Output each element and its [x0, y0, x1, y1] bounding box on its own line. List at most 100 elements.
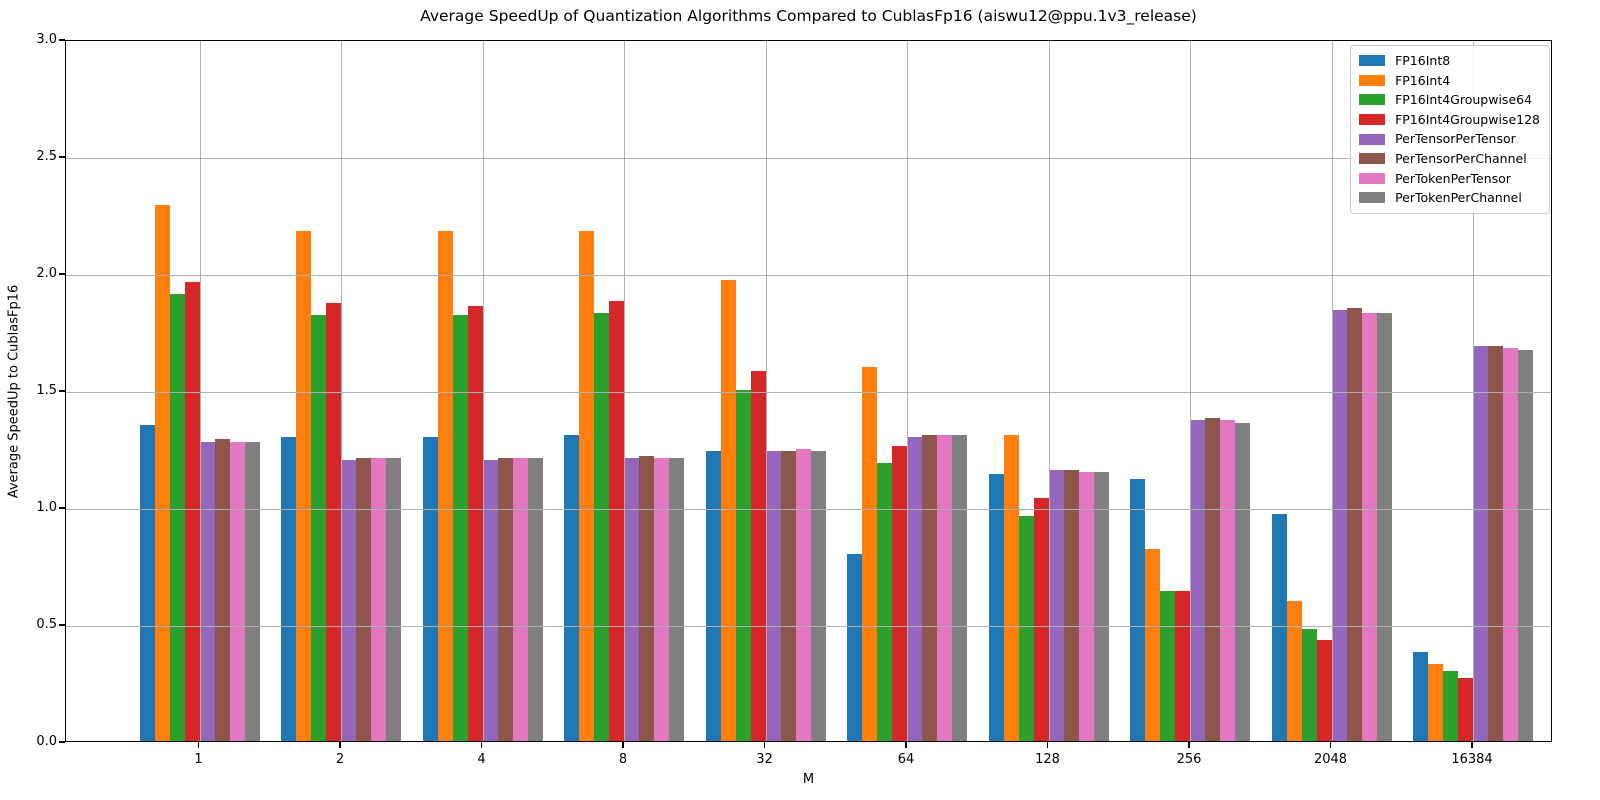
xtick-mark-256 — [1188, 742, 1190, 748]
legend-label-PerTensorPerTensor: PerTensorPerTensor — [1395, 131, 1516, 147]
ytick-label-0.0: 0.0 — [36, 734, 57, 749]
gridline-v-2 — [341, 41, 342, 741]
bar-FP16Int4Groupwise64-m2048 — [1301, 628, 1317, 741]
bar-PerTensorPerTensor-m16384 — [1473, 345, 1488, 741]
bar-FP16Int4-m8 — [579, 230, 594, 741]
legend-swatch-PerTokenPerTensor — [1359, 172, 1386, 184]
ytick-label-2.0: 2.0 — [36, 266, 57, 281]
legend-label-FP16Int8: FP16Int8 — [1395, 53, 1451, 68]
bar-PerTensorPerChannel-m2048 — [1346, 308, 1362, 741]
bar-FP16Int8-m16384 — [1413, 652, 1428, 741]
bar-PerTokenPerChannel-m32 — [810, 450, 826, 741]
bar-FP16Int4-m2 — [296, 230, 311, 741]
xtick-label-1: 1 — [194, 752, 203, 767]
ytick-label-1.5: 1.5 — [36, 383, 57, 398]
legend-label-FP16Int4Groupwise128: FP16Int4Groupwise128 — [1395, 111, 1540, 127]
legend-item-FP16Int4Groupwise128: FP16Int4Groupwise128 — [1359, 110, 1540, 130]
ytick-mark-2.5 — [59, 156, 65, 158]
legend-swatch-PerTokenPerChannel — [1359, 192, 1386, 204]
ytick-mark-3.0 — [59, 39, 65, 41]
legend-swatch-FP16Int4Groupwise64 — [1359, 94, 1386, 106]
bar-PerTensorPerTensor-m4 — [482, 460, 498, 741]
bar-PerTokenPerChannel-m128 — [1093, 471, 1109, 741]
ytick-mark-2.0 — [59, 273, 65, 275]
bar-PerTensorPerChannel-m256 — [1205, 418, 1220, 741]
xtick-mark-8 — [622, 742, 624, 748]
bar-PerTensorPerChannel-m64 — [922, 434, 937, 741]
xtick-label-16384: 16384 — [1451, 752, 1493, 767]
bar-PerTokenPerTensor-m64 — [937, 434, 952, 741]
ytick-label-3.0: 3.0 — [36, 32, 57, 47]
bar-FP16Int4Groupwise64-m64 — [877, 462, 892, 741]
bar-FP16Int8-m64 — [847, 553, 862, 741]
bar-PerTensorPerTensor-m2 — [341, 460, 356, 741]
bar-FP16Int8-m256 — [1130, 478, 1145, 741]
xtick-mark-2048 — [1329, 742, 1332, 748]
legend-label-PerTokenPerTensor: PerTokenPerTensor — [1395, 170, 1511, 186]
legend-label-FP16Int4Groupwise64: FP16Int4Groupwise64 — [1395, 92, 1533, 108]
xtick-mark-64 — [905, 742, 907, 748]
bar-FP16Int4Groupwise64-m16384 — [1443, 670, 1458, 741]
gridline-h-1.5 — [66, 392, 1551, 393]
gridline-h-2.5 — [66, 158, 1551, 159]
bar-PerTensorPerTensor-m1 — [199, 441, 215, 741]
bar-PerTokenPerTensor-m2048 — [1361, 312, 1377, 741]
bar-PerTokenPerChannel-m2 — [386, 457, 401, 741]
xtick-mark-2 — [339, 742, 341, 748]
bar-FP16Int4Groupwise64-m8 — [594, 312, 609, 741]
xtick-label-32: 32 — [756, 752, 773, 767]
bar-FP16Int4Groupwise128-m16384 — [1458, 677, 1473, 741]
bar-FP16Int4-m2048 — [1286, 600, 1302, 741]
bar-FP16Int4-m64 — [862, 366, 877, 741]
bar-FP16Int4Groupwise128-m64 — [892, 446, 907, 741]
gridline-v-16384 — [1473, 41, 1474, 741]
bar-PerTensorPerTensor-m128 — [1048, 469, 1064, 741]
bar-PerTokenPerChannel-m256 — [1235, 422, 1250, 741]
bar-PerTensorPerTensor-m32 — [765, 450, 781, 741]
bar-PerTokenPerTensor-m1 — [229, 441, 245, 741]
gridline-v-64 — [907, 41, 908, 741]
bar-FP16Int4-m1 — [154, 205, 170, 741]
gridline-v-1 — [199, 41, 201, 741]
bar-FP16Int4-m32 — [720, 280, 736, 741]
bar-PerTokenPerTensor-m2 — [371, 457, 386, 741]
bar-PerTensorPerTensor-m64 — [907, 436, 922, 741]
bar-FP16Int4Groupwise128-m1 — [184, 282, 200, 741]
bar-FP16Int4Groupwise128-m32 — [750, 371, 766, 741]
bar-FP16Int4-m4 — [437, 230, 453, 741]
bar-FP16Int4Groupwise128-m256 — [1175, 591, 1190, 741]
bar-PerTokenPerTensor-m256 — [1220, 420, 1235, 741]
legend-swatch-FP16Int8 — [1359, 55, 1386, 67]
gridline-h-0.5 — [66, 626, 1551, 627]
legend-swatch-FP16Int4Groupwise128 — [1359, 114, 1386, 126]
bar-PerTokenPerTensor-m128 — [1078, 471, 1094, 741]
bar-PerTensorPerTensor-m8 — [624, 457, 639, 741]
bar-PerTokenPerTensor-m32 — [795, 448, 811, 741]
gridline-v-2048 — [1331, 41, 1333, 741]
legend-label-PerTokenPerChannel: PerTokenPerChannel — [1395, 190, 1522, 206]
bar-FP16Int8-m128 — [988, 474, 1004, 741]
bar-PerTokenPerChannel-m16384 — [1518, 350, 1533, 741]
legend-label-FP16Int4: FP16Int4 — [1395, 72, 1451, 88]
bar-FP16Int4Groupwise64-m32 — [735, 390, 751, 741]
ytick-label-0.5: 0.5 — [36, 617, 57, 632]
bar-FP16Int8-m1 — [139, 425, 155, 741]
legend-item-FP16Int8: FP16Int8 — [1359, 51, 1540, 71]
bar-PerTensorPerChannel-m2 — [356, 457, 371, 741]
legend-item-FP16Int4Groupwise64: FP16Int4Groupwise64 — [1359, 90, 1540, 110]
bar-PerTensorPerChannel-m8 — [639, 455, 654, 741]
legend-swatch-PerTensorPerTensor — [1359, 133, 1386, 145]
xtick-label-2048: 2048 — [1313, 752, 1348, 767]
legend-label-PerTensorPerChannel: PerTensorPerChannel — [1395, 150, 1527, 166]
bar-PerTokenPerChannel-m4 — [527, 457, 543, 741]
bar-PerTokenPerTensor-m4 — [512, 457, 528, 741]
bar-FP16Int4Groupwise128-m2048 — [1316, 640, 1332, 741]
bar-FP16Int4Groupwise64-m4 — [452, 315, 468, 741]
ytick-mark-1.5 — [59, 390, 65, 392]
bar-PerTensorPerChannel-m4 — [497, 457, 513, 741]
bar-FP16Int8-m2 — [281, 436, 296, 741]
bar-FP16Int4Groupwise128-m4 — [467, 305, 483, 741]
bar-FP16Int4Groupwise64-m256 — [1160, 591, 1175, 741]
bar-FP16Int8-m2048 — [1271, 514, 1287, 741]
